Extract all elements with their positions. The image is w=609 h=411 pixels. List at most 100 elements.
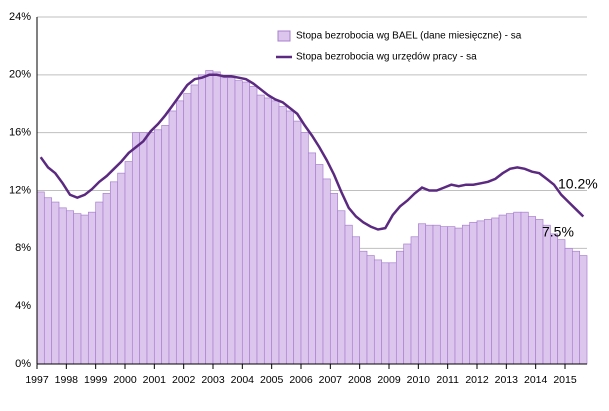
x-tick-label: 1998 xyxy=(55,374,79,386)
bar xyxy=(322,178,331,365)
bar xyxy=(571,250,581,365)
bar xyxy=(520,211,529,365)
x-tick-label: 1999 xyxy=(84,374,108,386)
bar xyxy=(175,100,185,365)
legend-label: Stopa bezrobocia wg BAEL (dane miesięczn… xyxy=(296,31,522,42)
bar xyxy=(73,213,82,365)
x-tick-label: 2005 xyxy=(260,374,284,386)
bar xyxy=(271,100,280,365)
bar xyxy=(234,80,243,365)
bar xyxy=(373,259,383,365)
bar xyxy=(58,207,67,365)
x-tick-label: 2014 xyxy=(524,374,548,386)
bar xyxy=(417,223,427,365)
y-tick-label: 12% xyxy=(9,184,31,196)
bar xyxy=(293,120,302,365)
bar xyxy=(124,161,133,365)
bar xyxy=(241,81,251,365)
bar xyxy=(447,226,456,365)
bar xyxy=(366,255,375,365)
bar xyxy=(117,172,126,365)
bar xyxy=(513,211,522,365)
bar xyxy=(139,132,148,365)
x-tick-label: 2011 xyxy=(436,374,459,386)
bar xyxy=(95,201,104,365)
bar xyxy=(344,224,353,365)
bar xyxy=(410,236,419,365)
bar xyxy=(131,132,141,365)
bar xyxy=(300,132,309,365)
legend-label: Stopa bezrobocia wg urzędów pracy - sa xyxy=(296,52,477,63)
bar xyxy=(278,106,287,365)
x-tick-label: 2001 xyxy=(143,374,167,386)
bar xyxy=(439,226,449,365)
bar xyxy=(285,110,295,365)
bar xyxy=(146,132,155,365)
x-tick-label: 2006 xyxy=(289,374,313,386)
bar xyxy=(307,152,317,365)
bar xyxy=(249,86,258,365)
bar xyxy=(476,220,485,365)
annotation: 7.5% xyxy=(542,224,574,240)
bar xyxy=(388,262,397,365)
y-tick-label: 20% xyxy=(9,69,31,81)
x-tick-label: 2012 xyxy=(465,374,489,386)
bar xyxy=(190,84,199,365)
bar xyxy=(351,236,361,365)
bar xyxy=(43,197,53,365)
y-tick-label: 8% xyxy=(15,242,31,254)
y-tick-label: 24% xyxy=(9,11,31,23)
bar xyxy=(212,71,221,365)
y-tick-label: 0% xyxy=(15,358,31,370)
x-tick-label: 2008 xyxy=(348,374,372,386)
bar xyxy=(549,233,559,365)
bar xyxy=(36,191,45,365)
bar xyxy=(381,262,390,365)
bar xyxy=(153,129,163,365)
bar xyxy=(535,219,544,365)
bar xyxy=(219,77,229,365)
bar xyxy=(183,93,192,365)
bar xyxy=(579,255,588,365)
bar xyxy=(498,214,507,365)
bar xyxy=(527,216,537,365)
bar xyxy=(80,214,89,365)
bar xyxy=(256,94,265,365)
bar xyxy=(491,217,500,365)
y-tick-label: 16% xyxy=(9,127,31,139)
bar xyxy=(432,224,441,365)
bar xyxy=(87,211,97,365)
bar xyxy=(469,221,478,365)
bar xyxy=(168,110,177,365)
bar xyxy=(227,77,236,365)
x-tick-label: 2003 xyxy=(201,374,225,386)
bar xyxy=(315,164,324,365)
x-tick-label: 2000 xyxy=(113,374,137,386)
bar xyxy=(51,201,60,365)
bar xyxy=(395,250,405,365)
line xyxy=(39,73,585,231)
legend-box xyxy=(270,24,570,68)
x-tick-label: 2013 xyxy=(495,374,519,386)
x-tick-label: 2007 xyxy=(319,374,343,386)
bar xyxy=(505,213,515,365)
bar xyxy=(197,74,207,365)
bar xyxy=(263,97,273,365)
x-tick-label: 2002 xyxy=(172,374,196,386)
bar xyxy=(359,250,368,365)
bar xyxy=(109,181,119,365)
bar xyxy=(557,239,566,365)
bar xyxy=(461,224,471,365)
annotation: 10.2% xyxy=(558,176,598,192)
x-tick-label: 2010 xyxy=(407,374,431,386)
bar xyxy=(425,224,434,365)
x-tick-label: 2015 xyxy=(553,374,577,386)
y-tick-label: 4% xyxy=(15,300,31,312)
bar xyxy=(205,70,214,365)
bar xyxy=(403,243,412,365)
bar xyxy=(329,193,339,365)
legend-swatch xyxy=(277,30,291,42)
bar xyxy=(483,219,493,365)
bar xyxy=(564,247,573,365)
